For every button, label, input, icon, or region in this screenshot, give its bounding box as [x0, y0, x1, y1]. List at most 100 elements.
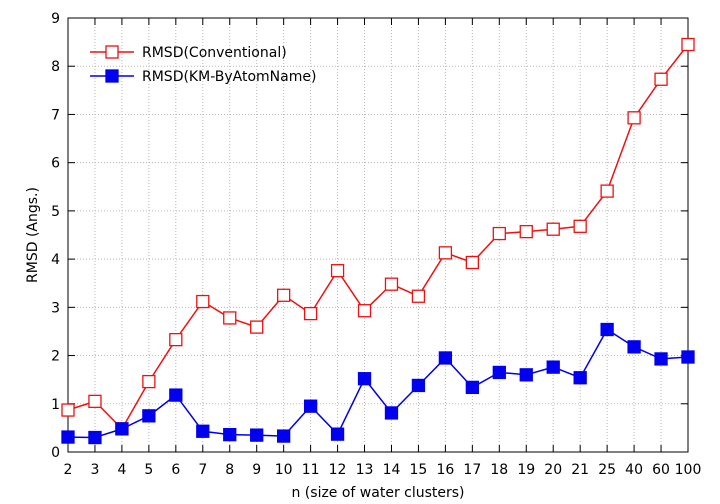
data-point: [600, 322, 614, 337]
legend-label: RMSD(KM-ByAtomName): [142, 69, 316, 85]
x-tick-label: 14: [383, 462, 401, 478]
y-tick-label: 8: [51, 59, 60, 75]
data-point: [223, 427, 237, 442]
x-tick-label: 12: [329, 462, 347, 478]
data-point: [169, 332, 183, 347]
data-point: [438, 351, 453, 365]
x-tick-label: 5: [144, 462, 153, 478]
legend-marker: [105, 45, 119, 59]
x-tick-label: 2: [64, 462, 73, 478]
data-point: [223, 311, 237, 325]
x-tick-label: 7: [198, 462, 207, 478]
y-tick-label: 1: [51, 397, 60, 413]
data-point: [627, 111, 641, 125]
data-point: [465, 255, 479, 270]
data-point: [573, 371, 587, 385]
x-tick-label: 19: [517, 462, 535, 478]
x-tick-label: 4: [117, 462, 126, 478]
data-point: [681, 37, 695, 52]
series-line: [67, 328, 689, 439]
legend-entry: RMSD(KM-ByAtomName): [90, 69, 316, 85]
data-point: [384, 406, 399, 420]
data-point: [142, 374, 156, 389]
y-axis-label: RMSD (Angs.): [25, 187, 41, 283]
series-1: [61, 37, 695, 436]
x-tick-label: 60: [652, 462, 670, 478]
x-tick-label: 8: [225, 462, 234, 478]
y-tick-label: 5: [51, 204, 60, 220]
y-tick-label: 9: [51, 11, 60, 27]
x-tick-label: 9: [252, 462, 261, 478]
data-point: [546, 222, 560, 236]
x-tick-label: 100: [675, 462, 702, 478]
data-point: [277, 288, 291, 302]
data-point: [330, 427, 345, 441]
data-point: [277, 429, 291, 443]
x-tick-label: 18: [490, 462, 508, 478]
data-point: [303, 399, 318, 413]
x-tick-label: 40: [625, 462, 643, 478]
data-point: [250, 428, 264, 442]
data-point: [411, 378, 426, 393]
legend-marker: [105, 69, 119, 83]
data-point: [411, 289, 426, 303]
x-tick-label: 21: [571, 462, 589, 478]
legend-label: RMSD(Conventional): [142, 45, 287, 61]
x-tick-label: 6: [171, 462, 180, 478]
data-point: [115, 422, 129, 436]
data-point: [519, 224, 533, 239]
data-point: [88, 394, 102, 409]
y-tick-labels: 0 1 2 3 4 5 6 7 8 9: [51, 11, 60, 461]
data-point: [492, 365, 506, 380]
y-tick-label: 2: [51, 349, 60, 365]
x-tick-label: 10: [275, 462, 293, 478]
data-point: [438, 246, 453, 260]
data-point: [169, 388, 183, 402]
data-point: [196, 294, 210, 309]
y-tick-label: 0: [51, 445, 60, 461]
data-point: [357, 372, 372, 386]
x-tick-label: 20: [544, 462, 562, 478]
x-tick-label: 25: [598, 462, 616, 478]
data-point: [196, 424, 210, 438]
y-tick-label: 7: [51, 107, 60, 123]
data-point: [61, 403, 75, 417]
data-point: [330, 264, 345, 278]
x-tick-label: 13: [356, 462, 374, 478]
x-axis-label: n (size of water clusters): [291, 485, 464, 501]
data-point: [465, 380, 479, 395]
x-tick-label: 15: [410, 462, 428, 478]
x-tick-label: 3: [90, 462, 99, 478]
series-line: [67, 44, 689, 431]
x-tick-labels: 2 3 4 5 6 7 8 9 10 11 12 13 14 15 16 17 18 19 20 21 25 40 60 10…: [64, 462, 702, 478]
x-tick-label: 17: [463, 462, 481, 478]
series-2: [61, 322, 695, 445]
x-tick-label: 16: [436, 462, 454, 478]
data-point: [546, 360, 560, 374]
data-point: [88, 430, 102, 445]
y-tick-label: 3: [51, 300, 60, 316]
series-layer: [61, 37, 695, 445]
data-point: [357, 304, 372, 318]
y-tick-label: 6: [51, 156, 60, 172]
y-tick-label: 4: [51, 252, 60, 268]
data-point: [61, 430, 75, 444]
data-point: [627, 340, 641, 354]
data-point: [142, 409, 156, 423]
legend: RMSD(Conventional) RMSD(KM-ByAtomName): [90, 45, 316, 85]
legend-entry: RMSD(Conventional): [90, 45, 287, 61]
data-point: [492, 226, 506, 241]
data-point: [384, 277, 399, 291]
data-point: [681, 350, 695, 364]
data-point: [519, 368, 533, 382]
plot-frame: [67, 17, 689, 453]
data-point: [600, 184, 614, 198]
data-point: [250, 320, 264, 334]
data-point: [654, 352, 668, 366]
data-point: [303, 306, 318, 321]
x-tick-label: 11: [302, 462, 320, 478]
grid-lines: [68, 18, 688, 452]
data-point: [573, 219, 587, 233]
data-point: [654, 72, 668, 86]
